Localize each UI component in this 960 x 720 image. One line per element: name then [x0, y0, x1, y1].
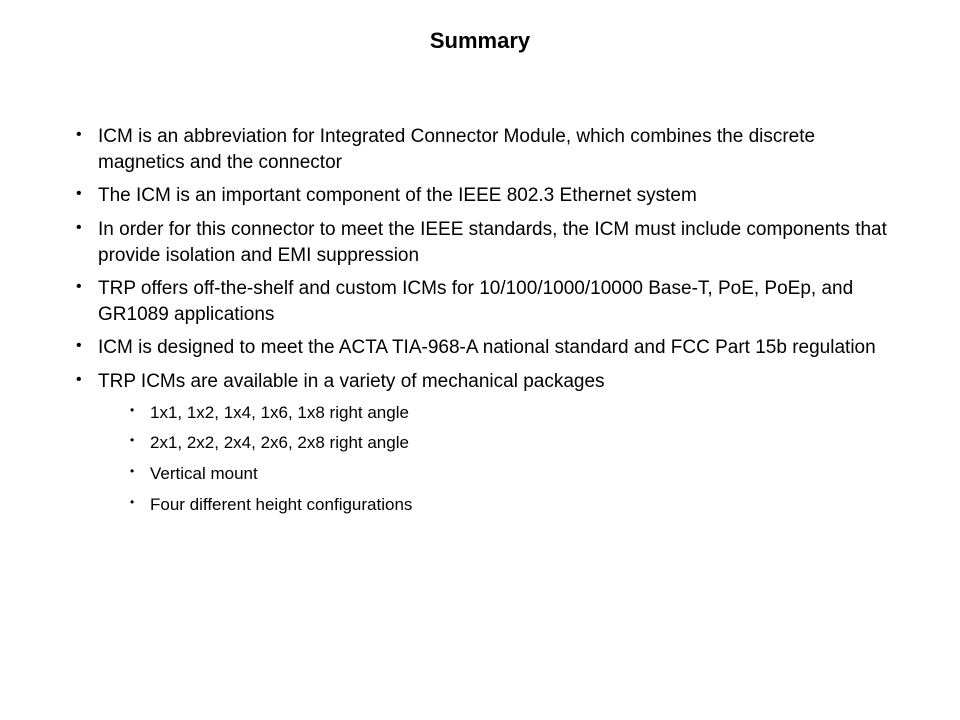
sub-bullet-list: 1x1, 1x2, 1x4, 1x6, 1x8 right angle 2x1,… — [98, 401, 890, 518]
bullet-item: In order for this connector to meet the … — [70, 217, 890, 268]
sub-bullet-item: 2x1, 2x2, 2x4, 2x6, 2x8 right angle — [98, 431, 890, 456]
bullet-text: TRP ICMs are available in a variety of m… — [98, 371, 605, 392]
bullet-item: TRP offers off-the-shelf and custom ICMs… — [70, 276, 890, 327]
main-bullet-list: ICM is an abbreviation for Integrated Co… — [70, 124, 890, 517]
bullet-item: ICM is designed to meet the ACTA TIA-968… — [70, 335, 890, 361]
sub-bullet-item: Four different height configurations — [98, 493, 890, 518]
slide-title: Summary — [70, 28, 890, 54]
bullet-item: TRP ICMs are available in a variety of m… — [70, 369, 890, 517]
sub-bullet-item: Vertical mount — [98, 462, 890, 487]
bullet-item: The ICM is an important component of the… — [70, 183, 890, 209]
bullet-item: ICM is an abbreviation for Integrated Co… — [70, 124, 890, 175]
sub-bullet-item: 1x1, 1x2, 1x4, 1x6, 1x8 right angle — [98, 401, 890, 426]
